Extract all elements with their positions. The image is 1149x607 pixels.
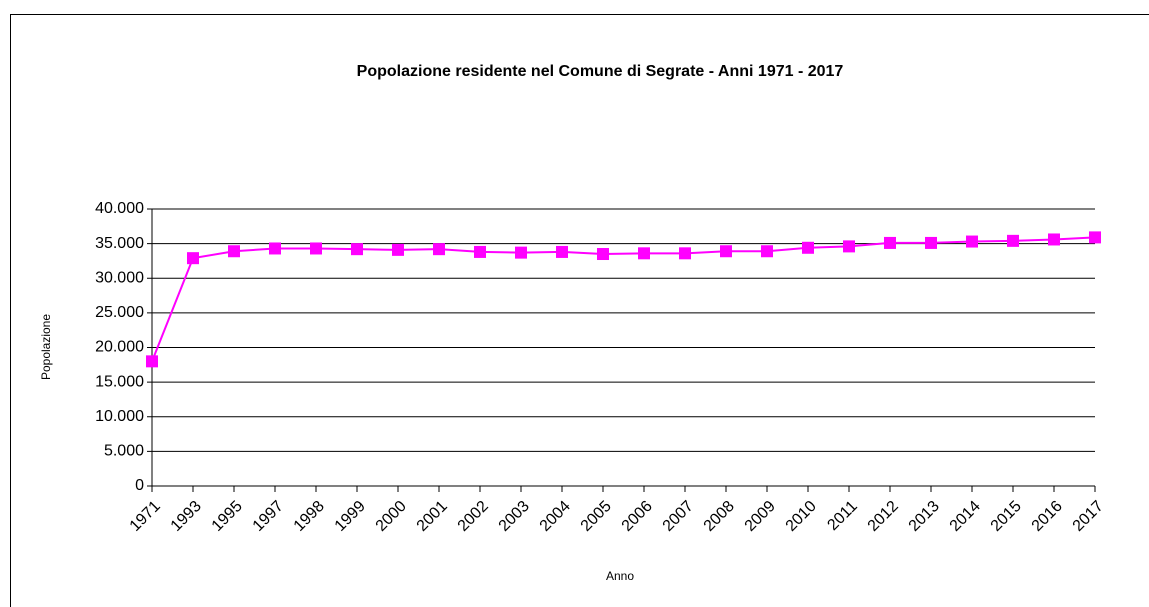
data-point bbox=[679, 247, 691, 260]
data-point bbox=[802, 241, 814, 254]
data-point bbox=[966, 235, 978, 248]
data-point bbox=[1048, 233, 1060, 246]
x-axis-label: Anno bbox=[606, 569, 634, 583]
data-point bbox=[310, 242, 322, 255]
series-line bbox=[151, 236, 1096, 362]
data-point bbox=[638, 247, 650, 260]
data-point bbox=[720, 245, 732, 258]
data-point bbox=[515, 246, 527, 259]
y-tick-label: 40.000 bbox=[95, 200, 144, 217]
y-tick-label: 5.000 bbox=[104, 443, 144, 460]
y-tick-label: 30.000 bbox=[95, 269, 144, 286]
y-axis-label: Popolazione bbox=[39, 314, 53, 380]
data-point bbox=[556, 245, 568, 258]
chart-title: Popolazione residente nel Comune di Segr… bbox=[357, 63, 844, 80]
data-point bbox=[187, 252, 199, 265]
y-tick-label: 0 bbox=[135, 477, 144, 494]
data-point bbox=[146, 355, 158, 368]
y-tick-label: 25.000 bbox=[95, 304, 144, 321]
y-tick-label: 35.000 bbox=[95, 235, 144, 252]
data-point bbox=[884, 236, 896, 249]
data-point bbox=[228, 245, 240, 258]
data-point bbox=[925, 236, 937, 249]
y-tick-label: 20.000 bbox=[95, 339, 144, 356]
data-point bbox=[843, 240, 855, 253]
y-tick-label: 10.000 bbox=[95, 408, 144, 425]
data-point bbox=[474, 245, 486, 258]
data-point bbox=[392, 243, 404, 256]
data-point bbox=[597, 248, 609, 261]
data-point bbox=[1089, 231, 1101, 244]
data-point bbox=[761, 245, 773, 258]
chart-frame bbox=[10, 14, 1149, 607]
data-point bbox=[433, 243, 445, 256]
data-point bbox=[351, 243, 363, 256]
y-tick-label: 15.000 bbox=[95, 373, 144, 390]
data-point bbox=[1007, 234, 1019, 247]
data-point bbox=[269, 242, 281, 255]
